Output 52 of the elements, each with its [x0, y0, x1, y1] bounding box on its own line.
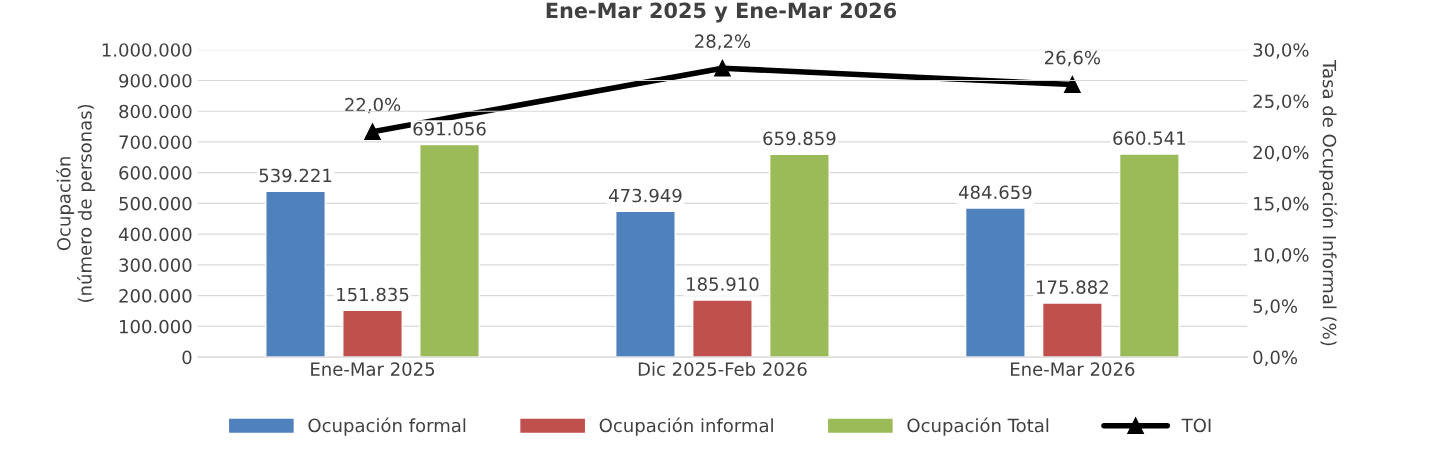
y2-tick-label: 5,0%	[1253, 299, 1298, 315]
y-axis-title: Ocupación (número de personas)	[55, 104, 96, 302]
y-tick-label: 200.000	[119, 289, 192, 303]
y2-tick-label: 10,0%	[1254, 248, 1309, 264]
legend-label: Ocupación formal	[308, 417, 466, 436]
bar	[768, 153, 830, 358]
y-tick-label: 300.000	[119, 258, 192, 272]
y-tick-label: 600.000	[119, 166, 192, 180]
point	[714, 59, 731, 77]
data-label: 151.835	[337, 287, 409, 302]
data-label: 691.056	[413, 121, 486, 136]
bar	[419, 143, 480, 358]
data-label: 175.882	[1037, 280, 1108, 294]
bar	[692, 299, 753, 358]
bar	[265, 190, 326, 358]
data-label: 185.910	[687, 277, 759, 291]
point	[1064, 76, 1081, 93]
bar	[1118, 153, 1180, 358]
legend-label: Ocupación Total	[907, 417, 1049, 436]
bar	[1041, 302, 1103, 358]
data-label: 660.541	[1113, 131, 1186, 145]
y-tick-label: 800.000	[119, 104, 192, 119]
y-tick-label: 100.000	[120, 319, 192, 334]
y-tick-label: 0	[182, 350, 192, 365]
data-label: 473.949	[609, 188, 682, 203]
chart-title: Ene-Mar 2025 y Ene-Mar 2026	[546, 2, 897, 23]
data-label: 22,0%	[345, 97, 401, 114]
y2-tick-label: 15,0%	[1254, 196, 1309, 213]
y2-tick-label: 0,0%	[1253, 350, 1298, 367]
legend-label: Ocupación informal	[599, 417, 773, 436]
y-tick-label: 700.000	[119, 135, 192, 150]
data-label: 28,2%	[695, 34, 751, 50]
data-label: 539.221	[259, 168, 332, 183]
data-label: 484.659	[958, 185, 1032, 200]
y2-tick-label: 25,0%	[1253, 94, 1309, 110]
x-tick-label: Ene-Mar 2026	[1011, 362, 1135, 376]
y-tick-label: 1.000.000	[102, 43, 192, 57]
bar	[342, 309, 403, 358]
bar	[964, 207, 1026, 358]
point	[364, 123, 381, 141]
y-tick-label: 900.000	[119, 73, 192, 88]
x-tick-label: Dic 2025-Feb 2026	[638, 361, 807, 376]
y-tick-label: 500.000	[119, 196, 192, 211]
y2-axis-title: Tasa de Ocupación Informal (%)	[1319, 59, 1338, 346]
data-label: 659.859	[763, 131, 836, 146]
y-tick-label: 400.000	[118, 227, 192, 242]
x-tick-label: Ene-Mar 2025	[311, 362, 435, 376]
data-label: 26,6%	[1045, 50, 1101, 67]
bar	[615, 210, 676, 358]
legend-label: TOI	[1181, 418, 1211, 433]
y2-tick-label: 30,0%	[1253, 43, 1309, 59]
y2-tick-label: 20,0%	[1253, 145, 1309, 162]
